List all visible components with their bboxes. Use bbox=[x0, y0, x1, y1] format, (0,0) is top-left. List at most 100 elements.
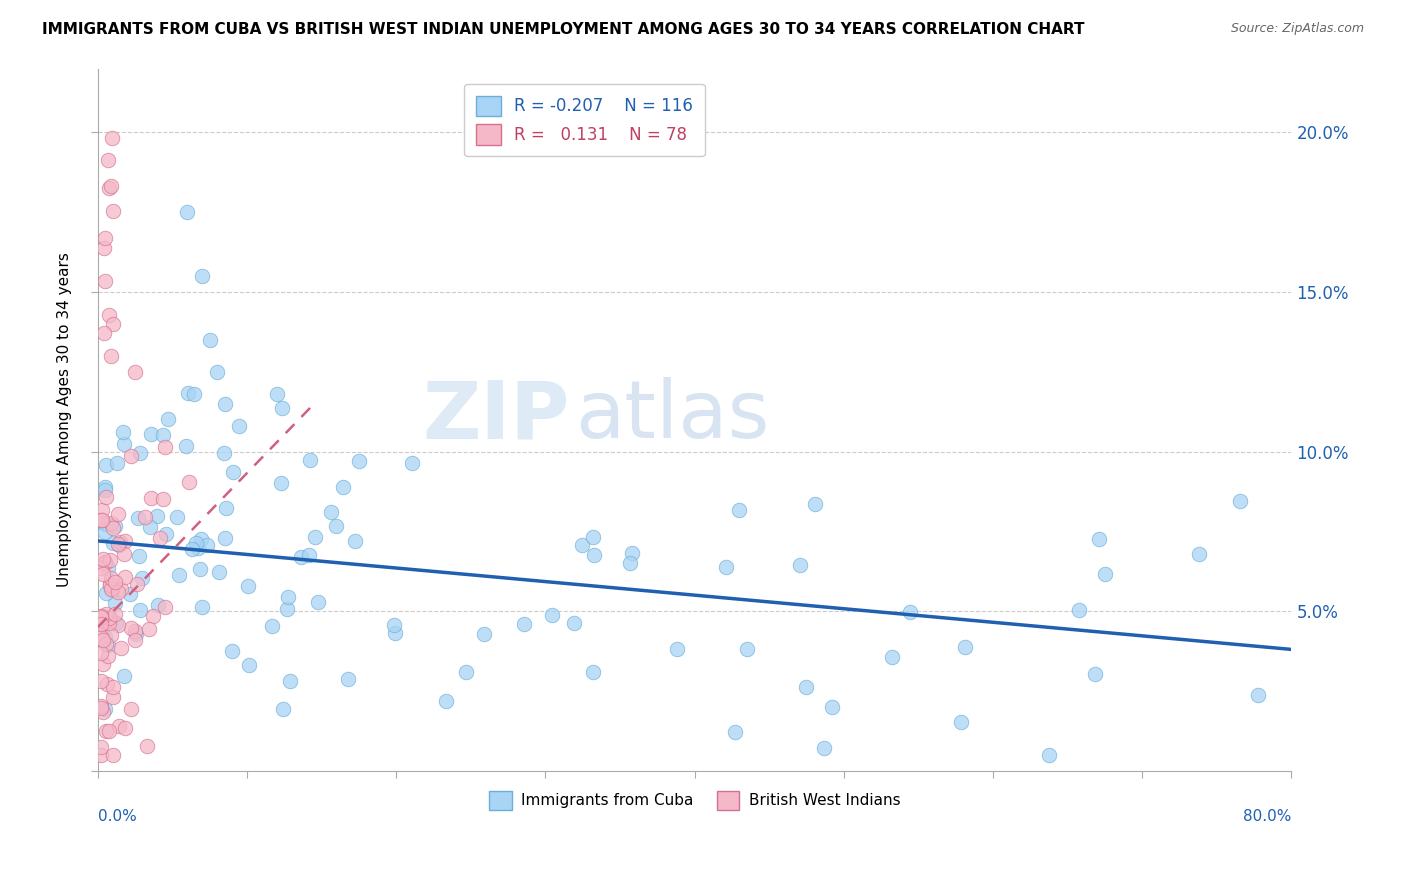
Point bbox=[107, 584, 129, 599]
Point bbox=[96, 585, 118, 599]
Point bbox=[789, 558, 811, 573]
Point bbox=[90, 616, 112, 631]
Point bbox=[90, 747, 112, 762]
Point bbox=[98, 611, 121, 625]
Point bbox=[131, 571, 153, 585]
Point bbox=[214, 531, 236, 545]
Point bbox=[214, 397, 236, 411]
Point bbox=[727, 502, 749, 516]
Point bbox=[177, 386, 200, 401]
Point bbox=[619, 556, 641, 570]
Point bbox=[90, 610, 112, 624]
Point bbox=[221, 465, 243, 479]
Point bbox=[96, 676, 118, 690]
Point bbox=[540, 608, 562, 623]
Point bbox=[90, 701, 112, 715]
Point bbox=[1088, 532, 1111, 546]
Point bbox=[90, 628, 112, 642]
Point bbox=[112, 425, 135, 440]
Point bbox=[98, 308, 121, 322]
Point bbox=[129, 603, 152, 617]
Point bbox=[155, 527, 177, 541]
Point bbox=[149, 531, 172, 545]
Point bbox=[94, 630, 117, 644]
Point bbox=[190, 532, 212, 546]
Point bbox=[90, 513, 112, 527]
Point bbox=[107, 617, 129, 632]
Point bbox=[90, 630, 112, 644]
Point bbox=[180, 541, 202, 556]
Point bbox=[273, 702, 295, 716]
Point bbox=[112, 669, 135, 683]
Point bbox=[100, 628, 122, 642]
Y-axis label: Unemployment Among Ages 30 to 34 years: Unemployment Among Ages 30 to 34 years bbox=[58, 252, 72, 587]
Point bbox=[183, 387, 205, 401]
Point bbox=[304, 530, 326, 544]
Point bbox=[434, 694, 457, 708]
Point bbox=[93, 241, 115, 255]
Legend: Immigrants from Cuba, British West Indians: Immigrants from Cuba, British West India… bbox=[484, 785, 907, 815]
Point bbox=[128, 446, 150, 460]
Point bbox=[124, 632, 146, 647]
Point bbox=[94, 556, 117, 570]
Point bbox=[90, 647, 112, 661]
Point bbox=[103, 519, 125, 533]
Point bbox=[582, 665, 605, 679]
Point bbox=[212, 446, 235, 460]
Point bbox=[120, 621, 142, 635]
Text: Source: ZipAtlas.com: Source: ZipAtlas.com bbox=[1230, 22, 1364, 36]
Point bbox=[101, 131, 124, 145]
Point bbox=[142, 608, 165, 623]
Point bbox=[104, 596, 127, 610]
Point bbox=[1188, 548, 1211, 562]
Point bbox=[1247, 688, 1270, 702]
Point bbox=[278, 673, 301, 688]
Point bbox=[571, 538, 593, 552]
Point bbox=[735, 642, 758, 657]
Point bbox=[152, 491, 174, 506]
Point bbox=[382, 618, 405, 632]
Point bbox=[94, 483, 117, 497]
Point bbox=[1038, 747, 1060, 762]
Point bbox=[110, 641, 132, 656]
Point bbox=[90, 561, 112, 575]
Point bbox=[107, 507, 129, 521]
Point bbox=[124, 624, 146, 638]
Point bbox=[513, 617, 536, 632]
Point bbox=[112, 547, 135, 561]
Point bbox=[94, 458, 117, 473]
Point bbox=[100, 349, 122, 363]
Point bbox=[103, 680, 125, 694]
Point bbox=[1069, 603, 1091, 617]
Point bbox=[456, 665, 478, 679]
Point bbox=[101, 317, 124, 331]
Point bbox=[101, 582, 124, 597]
Point bbox=[270, 476, 292, 491]
Point bbox=[128, 549, 150, 564]
Point bbox=[96, 490, 118, 504]
Point bbox=[96, 615, 118, 629]
Point bbox=[188, 561, 211, 575]
Point bbox=[900, 605, 922, 619]
Point bbox=[94, 702, 117, 716]
Point bbox=[821, 699, 844, 714]
Point bbox=[138, 623, 160, 637]
Point bbox=[97, 516, 120, 531]
Point bbox=[110, 582, 132, 596]
Point bbox=[621, 546, 644, 560]
Point bbox=[125, 577, 148, 591]
Point bbox=[347, 453, 370, 467]
Point bbox=[114, 721, 136, 735]
Point bbox=[880, 650, 903, 665]
Point bbox=[1084, 667, 1107, 681]
Point bbox=[91, 657, 114, 671]
Point bbox=[564, 616, 586, 631]
Point bbox=[299, 453, 322, 467]
Point bbox=[155, 599, 177, 614]
Point bbox=[93, 231, 115, 245]
Point bbox=[91, 705, 114, 719]
Point bbox=[582, 530, 605, 544]
Point bbox=[298, 548, 321, 562]
Point bbox=[90, 740, 112, 755]
Text: 0.0%: 0.0% bbox=[98, 809, 136, 824]
